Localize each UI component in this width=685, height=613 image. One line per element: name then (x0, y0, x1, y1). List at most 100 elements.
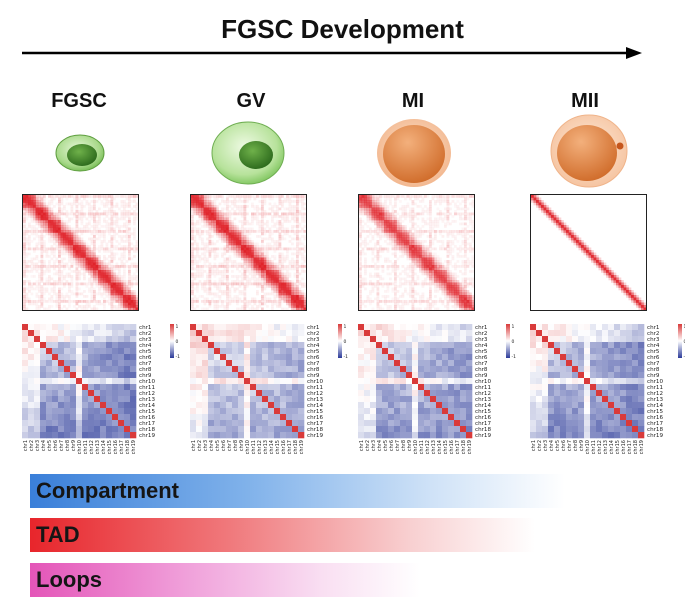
hic-cell (28, 207, 31, 211)
hic-cell (201, 257, 204, 261)
hic-cell (35, 282, 39, 286)
hic-cell (73, 242, 76, 246)
hic-cell (133, 210, 136, 213)
compartment-cell (124, 336, 131, 343)
hic-cell (23, 295, 26, 298)
hic-cell (251, 250, 254, 253)
hic-cell (135, 307, 138, 310)
hic-cell (135, 277, 138, 281)
hic-cell (464, 240, 467, 243)
hic-cell (248, 300, 252, 303)
hic-cell (303, 195, 306, 198)
hic-cell (208, 212, 212, 216)
hic-cell (75, 225, 79, 228)
hic-cell (399, 272, 402, 276)
hic-cell (401, 245, 405, 248)
hic-cell (419, 250, 422, 253)
hic-cell (439, 275, 442, 278)
hic-cell (424, 257, 427, 261)
compartment-cell (52, 348, 59, 355)
hic-cell (401, 292, 405, 296)
hic-cell (429, 280, 432, 283)
hic-cell (105, 200, 109, 203)
hic-cell (466, 295, 470, 298)
hic-cell (261, 287, 264, 291)
hic-cell (58, 240, 61, 243)
hic-cell (33, 267, 36, 271)
hic-cell (369, 217, 372, 221)
hic-cell (256, 230, 259, 233)
hic-cell (431, 195, 435, 198)
hic-cell (261, 237, 264, 241)
hic-cell (396, 300, 400, 303)
hic-cell (261, 195, 264, 198)
hic-cell (241, 282, 244, 286)
hic-cell (636, 302, 639, 306)
hic-cell (386, 290, 390, 293)
hic-cell (55, 230, 59, 233)
hic-cell (70, 245, 74, 248)
hic-cell (120, 290, 124, 293)
hic-cell (50, 247, 54, 251)
hic-cell (246, 235, 249, 238)
hic-cell (404, 235, 407, 238)
hic-cell (25, 295, 29, 298)
hic-cell (98, 262, 101, 266)
compartment-cell (34, 360, 41, 367)
hic-cell (128, 222, 131, 226)
hic-cell (25, 240, 29, 243)
compartment-cell (124, 384, 131, 391)
hic-cell (376, 295, 380, 298)
hic-cell (391, 225, 395, 228)
hic-cell (386, 220, 390, 223)
hic-cell (268, 280, 272, 283)
hic-cell (268, 282, 272, 286)
hic-cell (271, 265, 274, 268)
hic-cell (426, 282, 430, 286)
hic-cell (394, 255, 397, 258)
hic-cell (228, 240, 232, 243)
hic-cell (469, 270, 472, 273)
hic-cell (411, 237, 415, 241)
hic-cell (75, 215, 79, 218)
hic-cell (23, 275, 26, 278)
hic-cell (95, 255, 99, 258)
hic-cell (298, 290, 302, 293)
hic-cell (233, 240, 237, 243)
hic-cell (78, 255, 81, 258)
compartment-cell (40, 408, 47, 415)
hic-cell (233, 205, 237, 208)
hic-cell (110, 212, 114, 216)
hic-cell (376, 302, 380, 306)
hic-cell (253, 255, 257, 258)
hic-cell (58, 262, 61, 266)
hic-cell (23, 292, 26, 296)
hic-cell (266, 277, 269, 281)
hic-cell (221, 210, 224, 213)
hic-cell (369, 247, 372, 251)
hic-cell (421, 210, 425, 213)
hic-cell (233, 202, 237, 206)
hic-cell (286, 300, 289, 303)
hic-cell (55, 260, 59, 263)
hic-cell (243, 285, 247, 288)
hic-cell (30, 260, 34, 263)
hic-cell (439, 272, 442, 276)
hic-cell (296, 302, 299, 306)
hic-cell (434, 255, 437, 258)
hic-cell (394, 307, 397, 310)
hic-cell (258, 302, 262, 306)
hic-cell (361, 225, 365, 228)
hic-cell (213, 302, 217, 306)
hic-cell (246, 242, 249, 246)
hic-cell (218, 297, 222, 301)
hic-cell (293, 260, 297, 263)
hic-cell (113, 267, 116, 271)
hic-cell (231, 230, 234, 233)
hic-cell (434, 262, 437, 266)
hic-cell (266, 285, 269, 288)
hic-cell (108, 275, 111, 278)
hic-cell (616, 277, 619, 281)
hic-cell (100, 302, 104, 306)
hic-cell (421, 207, 425, 211)
